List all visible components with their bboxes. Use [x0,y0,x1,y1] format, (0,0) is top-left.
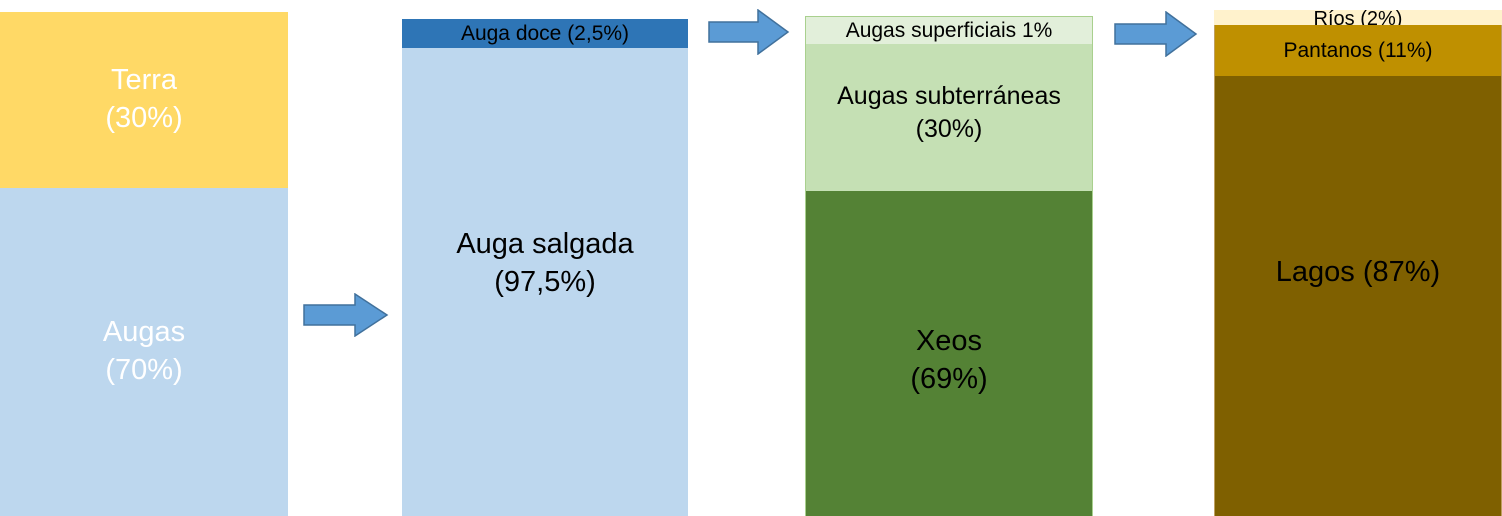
augas-segment: Augas (70%) [0,188,288,516]
auga-salgada-label: Auga salgada (97,5%) [456,228,634,298]
right-arrow-icon [708,9,790,55]
terra-segment: Terra (30%) [0,12,288,188]
right-arrow-icon [303,293,389,337]
xeos-segment: Xeos (69%) [805,191,1093,516]
augas-subterraneas-segment: Augas subterráneas (30%) [805,44,1093,191]
auga-doce-label: Auga doce (2,5%) [460,21,630,45]
pantanos-label: Pantanos (11%) [1283,38,1433,62]
augas-superficiais-label: Augas superficiais 1% [845,18,1053,42]
rios-label: Ríos (2%) [1313,8,1403,30]
rios-segment: Ríos (2%) [1214,9,1502,29]
xeos-label: Xeos (69%) [910,325,988,395]
augas-subterraneas-label: Augas subterráneas (30%) [837,82,1061,143]
augas-superficiais-segment: Augas superficiais 1% [805,16,1093,44]
lagos-segment: Lagos (87%) [1214,76,1502,516]
lagos-label: Lagos (87%) [1275,256,1441,288]
terra-label: Terra (30%) [105,64,183,134]
right-arrow-icon [1114,11,1198,57]
pantanos-segment: Pantanos (11%) [1214,25,1502,76]
auga-salgada-segment: Auga salgada (97,5%) [402,48,688,516]
augas-label: Augas (70%) [102,316,186,386]
auga-doce-segment: Auga doce (2,5%) [402,19,688,48]
